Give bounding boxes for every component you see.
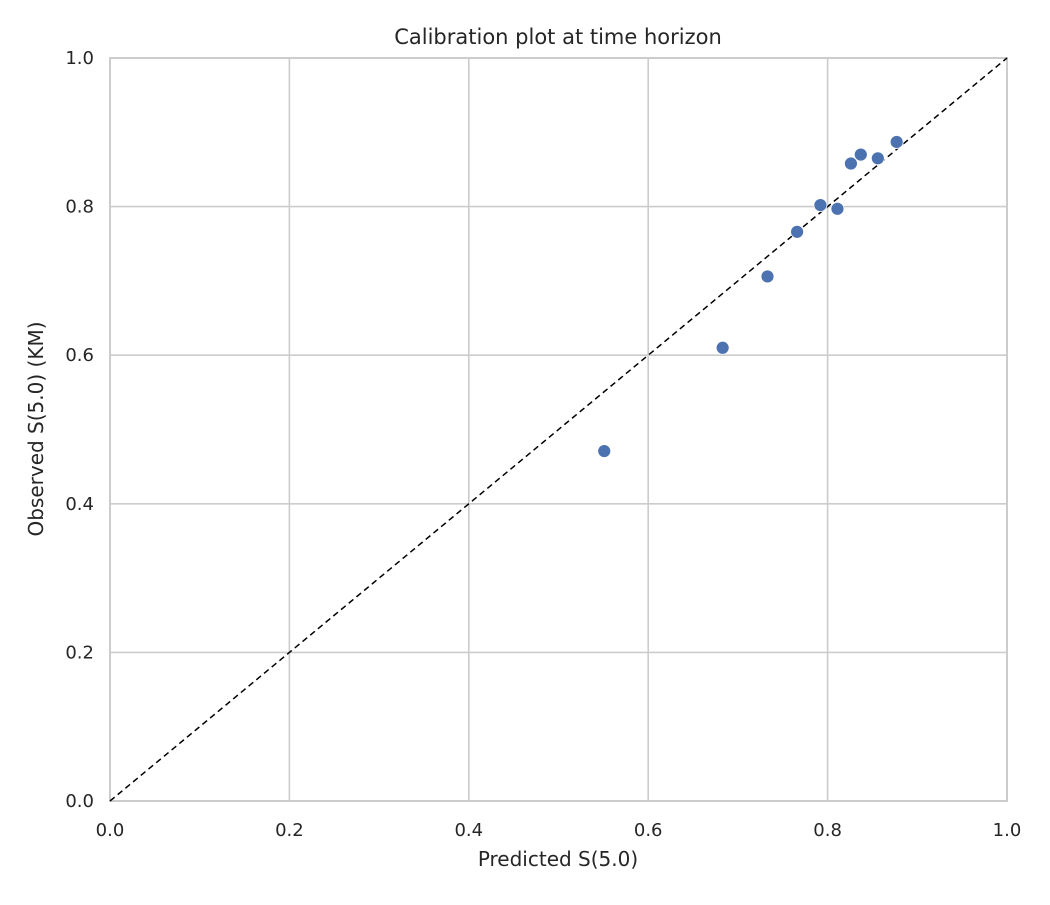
y-tick-label: 0.4 [65,494,94,515]
plot-border [109,57,1008,802]
data-point [844,156,858,171]
data-point [813,198,828,213]
plot-frame [109,57,1008,802]
x-tick-labels: 0.0 0.2 0.4 0.6 0.8 1.0 [96,820,1022,841]
data-point [870,151,885,166]
x-tick-label: 0.2 [275,820,304,841]
y-axis-label: Observed S(5.0) (KM) [24,321,48,536]
data-point [790,224,805,239]
data-point [853,147,868,162]
data-point [830,201,845,216]
x-axis-label: Predicted S(5.0) [478,847,638,871]
y-tick-label: 0.8 [65,197,94,218]
x-tick-label: 0.4 [454,820,483,841]
x-tick-label: 1.0 [993,820,1022,841]
grid-lines [109,57,1008,802]
y-tick-label: 0.2 [65,642,94,663]
y-tick-label: 0.6 [65,345,94,366]
x-tick-label: 0.6 [634,820,663,841]
x-tick-label: 0.8 [813,820,842,841]
chart-title: Calibration plot at time horizon [394,25,722,49]
data-point [597,444,612,458]
data-points [597,135,904,458]
reference-diagonal-line [109,57,1008,802]
data-point [760,269,775,284]
x-tick-label: 0.0 [96,820,125,841]
y-tick-label: 1.0 [65,48,94,69]
reference-line-layer [109,57,1008,802]
y-tick-labels: 0.0 0.2 0.4 0.6 0.8 1.0 [65,48,94,812]
data-point [715,340,730,355]
y-tick-label: 0.0 [65,791,94,812]
data-point [889,135,904,149]
